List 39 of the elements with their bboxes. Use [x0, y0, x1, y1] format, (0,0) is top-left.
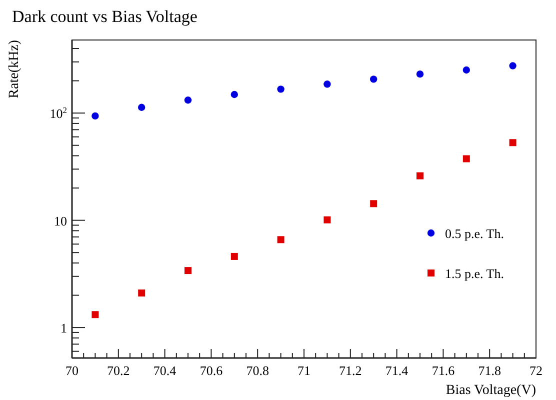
x-tick-label: 70.6	[200, 363, 224, 378]
y-axis-title: Rate(kHz)	[7, 40, 22, 98]
point	[230, 252, 238, 260]
point	[462, 155, 470, 162]
point	[92, 112, 99, 120]
point	[416, 172, 424, 180]
point	[277, 236, 284, 244]
x-axis-title: Bias Voltage(V)	[446, 383, 536, 398]
point	[324, 216, 331, 224]
point	[138, 289, 146, 296]
legend-label: 0.5 p.e. Th.	[445, 226, 504, 241]
x-tick-label: 71.8	[478, 363, 501, 378]
point	[324, 80, 331, 88]
x-tick-label: 70.4	[153, 363, 177, 378]
chart-title: Dark count vs Bias Voltage	[12, 7, 198, 26]
point	[230, 90, 238, 98]
x-tick-label: 70.8	[246, 363, 269, 378]
point	[370, 200, 378, 208]
point	[370, 76, 378, 83]
x-tick-label: 70	[66, 363, 78, 378]
x-tick-label: 71.6	[432, 363, 456, 378]
point	[509, 62, 516, 70]
x-tick-label: 71.4	[385, 363, 409, 378]
y-tick-label: 1	[60, 320, 67, 336]
x-tick-label: 71	[298, 363, 310, 378]
point	[277, 86, 284, 93]
point	[184, 96, 192, 104]
x-tick-label: 72	[530, 363, 542, 378]
legend-label: 1.5 p.e. Th.	[445, 266, 504, 281]
point	[92, 311, 99, 318]
point	[184, 267, 192, 274]
y-tick-label: 10$^{2}$	[50, 105, 67, 122]
point	[416, 70, 424, 78]
point	[138, 104, 146, 111]
x-tick-label: 70.2	[107, 363, 130, 378]
point	[462, 66, 470, 74]
point	[509, 139, 516, 146]
x-tick-label: 71.2	[339, 363, 362, 378]
y-tick-label: 10	[54, 213, 67, 228]
